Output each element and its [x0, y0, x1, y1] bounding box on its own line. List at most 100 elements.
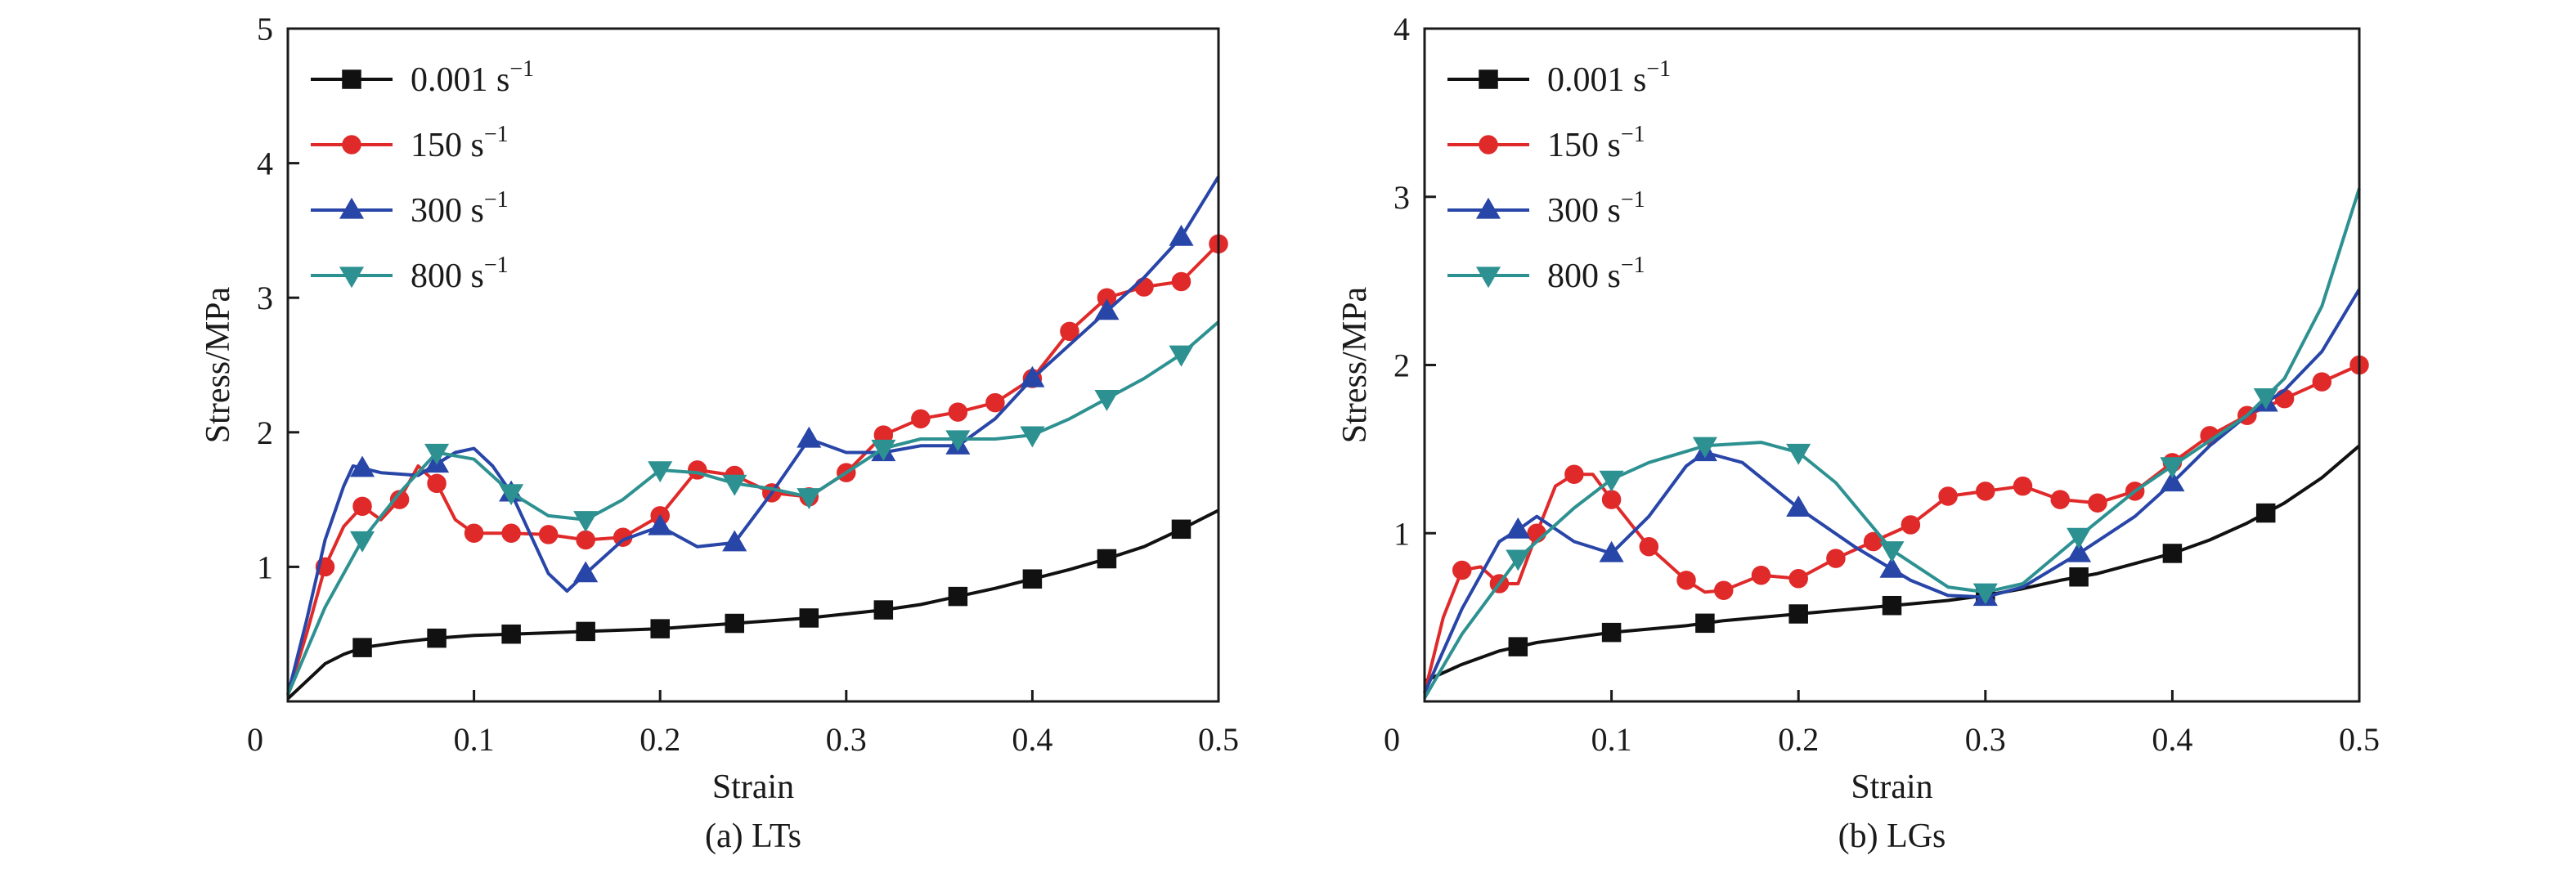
data-point-marker: [1714, 580, 1734, 600]
data-point-marker: [2050, 490, 2070, 509]
x-tick-label: 0: [247, 721, 263, 758]
data-point-marker: [2067, 540, 2092, 562]
data-point-marker: [1094, 298, 1120, 320]
x-tick-label: 0.1: [1591, 721, 1632, 758]
data-point-marker: [2160, 470, 2185, 492]
figure-caption: (a) LTs: [705, 817, 801, 855]
data-point-marker: [1564, 464, 1584, 484]
data-point-marker: [2069, 567, 2089, 587]
data-point-marker: [911, 409, 931, 429]
legend-item: 800 s−1: [311, 253, 509, 295]
data-point-marker: [2253, 387, 2278, 410]
data-point-marker: [2088, 493, 2107, 513]
legend-marker: [342, 135, 361, 155]
legend-item: 0.001 s−1: [1447, 56, 1671, 99]
data-point-marker: [499, 484, 524, 506]
data-point-marker: [2312, 372, 2332, 392]
plot-frame: [286, 27, 1220, 703]
data-point-marker: [1788, 604, 1808, 624]
data-point-marker: [352, 496, 372, 517]
y-tick-label: 1: [1393, 515, 1410, 552]
data-point-marker: [349, 531, 375, 553]
series-circle: [286, 234, 1228, 696]
data-point-marker: [501, 523, 521, 543]
data-point-marker: [2255, 503, 2276, 523]
data-point-marker: [1508, 637, 1528, 656]
x-tick-label: 0.3: [826, 721, 867, 758]
legend-marker: [1475, 267, 1501, 289]
data-point-marker: [1692, 437, 1717, 459]
legend-item: 0.001 s−1: [311, 56, 534, 99]
data-point-marker: [871, 439, 896, 461]
data-point-marker: [799, 608, 819, 628]
data-point-marker: [1020, 426, 1045, 448]
chart-panel-lgs: 0 0.1 0.2 0.3 0.4 0.5 1 2 3 4 Strain Stress/MPa (b) …: [1336, 11, 2380, 855]
x-tick-label: 0.5: [2339, 721, 2380, 758]
y-axis-title: Stress/MPa: [200, 286, 237, 443]
legend-item: 150 s−1: [311, 122, 509, 164]
legend-label: 0.001 s−1: [1547, 56, 1671, 99]
data-point-marker: [464, 523, 484, 543]
series-line: [1423, 187, 2361, 699]
data-point-marker: [948, 402, 968, 422]
data-point-marker: [648, 513, 673, 535]
legend-label: 800 s−1: [1547, 253, 1645, 295]
data-point-marker: [1976, 482, 1995, 501]
legend-marker: [1479, 69, 1498, 89]
data-point-marker: [2067, 527, 2092, 549]
data-point-marker: [1601, 622, 1622, 643]
series-line: [1423, 288, 2361, 694]
data-point-marker: [1938, 486, 1958, 506]
data-point-marker: [1901, 515, 1921, 535]
series-circle: [1423, 355, 2369, 694]
data-point-marker: [2013, 476, 2033, 496]
legend-label: 800 s−1: [411, 253, 509, 295]
data-point-marker: [1601, 490, 1622, 509]
data-point-marker: [427, 473, 447, 494]
legend-label: 0.001 s−1: [411, 56, 534, 99]
data-point-marker: [424, 443, 450, 465]
series-line: [286, 508, 1219, 701]
y-axis-title: Stress/MPa: [1336, 286, 1374, 443]
y-tick-label: 5: [257, 11, 273, 47]
legend-marker: [339, 197, 365, 219]
y-tick-label: 2: [1393, 347, 1410, 384]
legend-label: 300 s−1: [1547, 187, 1645, 230]
x-tick-label: 0.5: [1198, 721, 1239, 758]
x-tick-label: 0.3: [1965, 721, 2006, 758]
x-tick-label: 0.2: [640, 721, 680, 758]
data-point-marker: [1695, 613, 1715, 634]
data-point-marker: [1022, 569, 1043, 589]
legend: 0.001 s−1 150 s−1 300 s−1 800 s−1: [311, 56, 534, 295]
data-point-marker: [1097, 549, 1117, 569]
data-point-marker: [722, 530, 747, 552]
data-point-marker: [352, 638, 372, 657]
data-point-marker: [648, 461, 673, 483]
data-point-marker: [2274, 388, 2295, 409]
data-point-marker: [1060, 321, 1079, 342]
y-tick-label: 3: [1393, 179, 1410, 216]
data-point-marker: [1506, 549, 1531, 571]
x-tick-label: 0: [1384, 721, 1400, 758]
data-point-marker: [2162, 544, 2183, 563]
series-line: [1423, 363, 2360, 694]
x-tick-label: 0.4: [2152, 721, 2192, 758]
series-triangle-up: [1423, 288, 2361, 694]
y-tick-label: 2: [257, 414, 273, 451]
data-point-marker: [427, 628, 447, 648]
chart-panel-lts: 0 0.1 0.2 0.3 0.4 0.5 1 2 3 4 5 Strain Stress/MPa (a)…: [200, 11, 1239, 855]
data-point-marker: [722, 474, 747, 496]
legend-marker: [342, 69, 361, 89]
series-triangle-up: [286, 176, 1220, 696]
series-triangle-down: [1423, 187, 2361, 699]
y-tick-label: 1: [257, 549, 273, 585]
data-point-marker: [1599, 470, 1624, 492]
x-axis-title: Strain: [712, 768, 794, 806]
data-point-marker: [1788, 569, 1808, 589]
data-point-marker: [573, 511, 599, 533]
y-tick-label: 4: [1393, 11, 1410, 47]
x-axis-title: Strain: [1851, 768, 1932, 806]
legend-item: 300 s−1: [311, 187, 509, 230]
data-point-marker: [573, 561, 599, 583]
